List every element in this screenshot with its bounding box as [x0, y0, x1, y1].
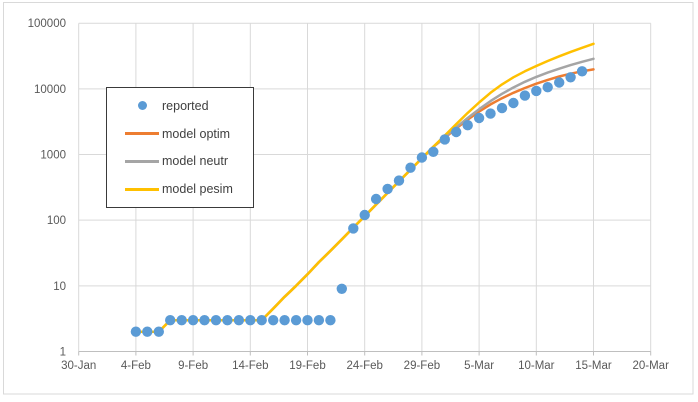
data-point[interactable] — [290, 315, 302, 326]
data-point[interactable] — [370, 193, 382, 205]
legend-item-model-optim[interactable]: model optim — [125, 127, 249, 141]
data-point[interactable] — [416, 152, 428, 163]
data-point[interactable] — [245, 315, 256, 326]
data-point[interactable] — [233, 315, 245, 326]
y-axis-tick-label: 10 — [53, 281, 66, 293]
x-axis-tick-label: 19-Feb — [289, 360, 325, 372]
legend-label-model-pesim: model pesim — [162, 182, 233, 197]
legend-label-model-neutr: model neutr — [162, 154, 229, 169]
data-point[interactable] — [451, 126, 462, 138]
data-point[interactable] — [279, 315, 290, 326]
data-point[interactable] — [542, 82, 553, 93]
data-point[interactable] — [428, 146, 439, 157]
data-point[interactable] — [130, 326, 142, 337]
x-axis-tick-label: 10-Mar — [518, 360, 555, 372]
data-point[interactable] — [554, 77, 565, 88]
legend-label-model-optim: model optim — [162, 126, 231, 141]
line-marker-icon — [125, 159, 159, 163]
data-point[interactable] — [405, 162, 416, 173]
data-point[interactable] — [519, 90, 531, 101]
legend-item-model-neutr[interactable]: model neutr — [125, 154, 249, 168]
x-axis-tick-label: 29-Feb — [404, 360, 440, 372]
data-point[interactable] — [325, 315, 336, 326]
x-axis-tick-label: 30-Jan — [61, 360, 96, 372]
data-point[interactable] — [439, 134, 450, 145]
data-point[interactable] — [187, 315, 199, 326]
data-point[interactable] — [473, 112, 485, 124]
x-axis-tick-labels: 30-Jan 4-Feb 9-Feb 14-Feb 19-Feb 24-Feb 29-Feb… — [61, 360, 669, 372]
line-marker-icon — [125, 132, 159, 136]
chart-frame-border — [3, 2, 694, 395]
data-point[interactable] — [359, 209, 370, 221]
data-point[interactable] — [531, 85, 542, 97]
data-point[interactable] — [313, 315, 325, 326]
x-axis-tick-label: 5-Mar — [464, 360, 494, 372]
x-axis-tick-label: 9-Feb — [178, 360, 208, 372]
data-point[interactable] — [485, 108, 496, 119]
data-point[interactable] — [153, 326, 164, 337]
y-axis-tick-label: 1 — [60, 347, 66, 359]
y-axis-tick-label: 100 — [47, 215, 66, 227]
data-point[interactable] — [382, 183, 393, 195]
legend[interactable]: reported model optim model neutr model p… — [106, 87, 254, 208]
legend-label-reported: reported — [162, 98, 209, 113]
y-axis-tick-label: 1000 — [40, 150, 66, 162]
x-axis-tick-label: 24-Feb — [346, 360, 382, 372]
data-point[interactable] — [508, 97, 519, 109]
data-point[interactable] — [142, 326, 153, 337]
data-point[interactable] — [336, 283, 347, 294]
data-point[interactable] — [222, 315, 233, 326]
data-point[interactable] — [348, 223, 359, 234]
y-axis-tick-label: 100000 — [28, 18, 66, 30]
data-point[interactable] — [210, 315, 222, 326]
scatter-marker-icon — [137, 101, 147, 111]
x-axis-tick-label: 15-Mar — [575, 360, 612, 372]
y-axis-tick-label: 10000 — [34, 84, 66, 96]
x-axis-tick-label: 20-Mar — [632, 360, 669, 372]
legend-item-model-pesim[interactable]: model pesim — [125, 182, 249, 196]
data-point[interactable] — [462, 120, 473, 131]
data-point[interactable] — [565, 72, 576, 83]
x-axis-tick-label: 14-Feb — [232, 360, 268, 372]
data-point[interactable] — [199, 315, 210, 326]
series-points-reported[interactable] — [130, 66, 588, 337]
data-point[interactable] — [165, 315, 176, 326]
data-point[interactable] — [576, 66, 588, 77]
data-point[interactable] — [393, 175, 405, 186]
data-point[interactable] — [302, 315, 313, 326]
x-axis-tick-label: 4-Feb — [121, 360, 151, 372]
y-axis-tick-labels: 1 10 100 1000 10000 100000 — [28, 18, 66, 358]
x-axis — [78, 351, 652, 356]
data-point[interactable] — [176, 315, 187, 326]
data-point[interactable] — [268, 315, 279, 326]
data-point[interactable] — [256, 315, 267, 326]
line-marker-icon — [125, 187, 159, 191]
data-point[interactable] — [496, 102, 508, 114]
legend-item-reported[interactable]: reported — [125, 99, 249, 113]
